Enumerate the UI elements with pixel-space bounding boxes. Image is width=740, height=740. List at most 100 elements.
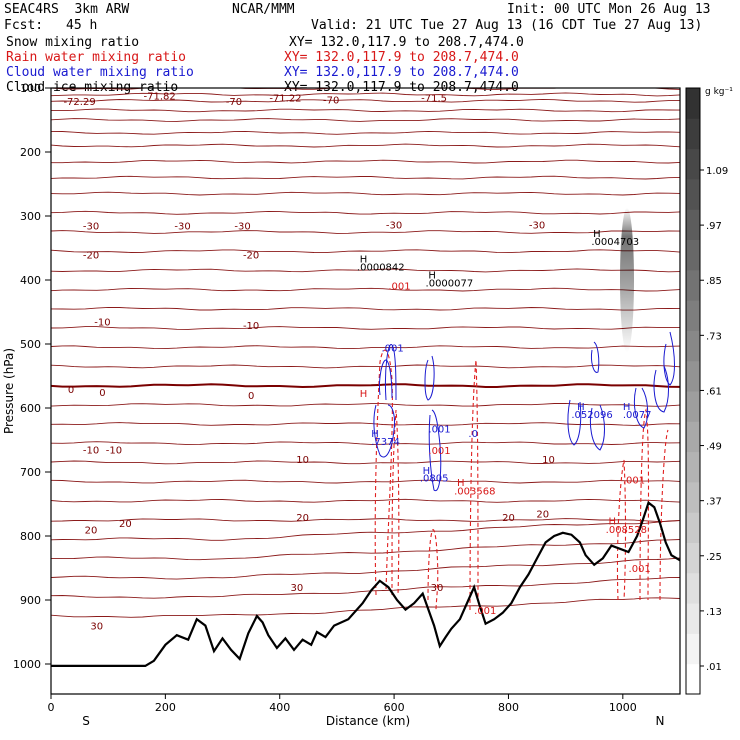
y-tick-label: 800 xyxy=(20,530,41,543)
x-end-label-south: S xyxy=(82,714,90,728)
contour-label: -10 xyxy=(243,321,259,332)
colorbar-swatch xyxy=(686,481,700,513)
field-label: .7374 xyxy=(371,437,400,448)
plot-frame xyxy=(50,87,681,695)
plot-area: -72.29 -71.82 -71.22 -70 -71.5 -70 -30 -30 -30 -3… xyxy=(51,88,680,667)
contour-label: 20 xyxy=(119,519,132,530)
contour-line xyxy=(51,402,680,407)
y-axis-label: Pressure (hPa) xyxy=(2,348,16,434)
contour-label: -71.82 xyxy=(144,92,176,103)
colorbar-swatch xyxy=(686,421,700,453)
x-tick-label: 0 xyxy=(48,701,55,714)
colorbar-swatch xyxy=(686,178,700,210)
colorbar-swatch xyxy=(686,239,700,271)
contour-line xyxy=(51,92,680,97)
contour-label: 30 xyxy=(90,622,103,633)
legend-cloudwater-name: Cloud water mixing ratio xyxy=(6,65,194,80)
field-labels: H.0000842.001H.0000077H.0004703.001HH.73… xyxy=(357,229,652,617)
colorbar-swatch xyxy=(686,360,700,392)
contour-line xyxy=(51,159,680,164)
contour-line xyxy=(51,345,680,350)
init-label: Init: 00 UTC Mon 26 Aug 13 xyxy=(507,2,711,17)
field-label: .001 xyxy=(388,282,410,293)
x-tick-label: 600 xyxy=(384,701,405,714)
y-tick-label: 500 xyxy=(20,338,41,351)
contour-label: 0 xyxy=(68,385,74,396)
x-tick-label: 200 xyxy=(155,701,176,714)
colorbar-tick-label: .97 xyxy=(706,221,722,232)
contour-line xyxy=(51,498,680,503)
colorbar-swatch xyxy=(686,209,700,240)
y-tick-label: 600 xyxy=(20,402,41,415)
field-label: .0805 xyxy=(420,474,449,485)
contour-line xyxy=(51,597,680,618)
colorbar-swatch xyxy=(686,269,700,301)
model-title: SEAC4RS 3km ARW xyxy=(4,2,130,17)
field-label: .0000842 xyxy=(357,262,405,273)
contour-label: -30 xyxy=(83,222,99,233)
contour-line xyxy=(51,249,680,254)
contour-label: -71.22 xyxy=(269,94,301,105)
contour-line xyxy=(51,557,680,580)
field-label: .008528 xyxy=(606,525,647,536)
contour-line xyxy=(51,539,680,561)
contour-line xyxy=(51,287,680,292)
x-tick-label: 1000 xyxy=(609,701,637,714)
legend-snow-xy: XY= 132.0,117.9 to 208.7,474.0 xyxy=(289,35,524,50)
colorbar-tick-label: .49 xyxy=(706,442,722,453)
contour-line xyxy=(51,210,680,215)
field-label: .001 xyxy=(382,344,404,355)
colorbar-swatch xyxy=(686,512,700,543)
colorbar-swatch xyxy=(686,300,700,331)
contour-line xyxy=(51,519,680,541)
legend-rain-name: Rain water mixing ratio xyxy=(6,50,187,65)
contour-line xyxy=(51,268,680,273)
legend-rain-xy: XY= 132.0,117.9 to 208.7,474.0 xyxy=(284,50,519,65)
contour-label: -30 xyxy=(386,220,402,231)
contour-label: -10 xyxy=(83,446,99,457)
y-tick-label: 200 xyxy=(20,146,41,159)
contour-label: -20 xyxy=(243,250,259,261)
colorbar-frame xyxy=(685,87,701,695)
contour-label: 10 xyxy=(296,455,309,466)
y-tick-label: 900 xyxy=(20,594,41,607)
colorbar-swatch xyxy=(686,391,700,422)
contour-line xyxy=(51,108,680,113)
colorbar: .01 .13 .25 .37 .49 .61 .73 .85 .97 1.09 xyxy=(685,87,728,695)
colorbar-swatch xyxy=(686,118,700,150)
field-label: .001 xyxy=(428,424,450,435)
colorbar-swatch xyxy=(686,572,700,604)
contour-label: 20 xyxy=(85,526,98,537)
field-label: .0000077 xyxy=(426,278,474,289)
field-label: .001 xyxy=(623,476,645,487)
cloud-water-contours xyxy=(373,331,675,492)
colorbar-unit: g kg⁻¹ xyxy=(705,87,733,97)
colorbar-swatch xyxy=(686,663,700,695)
x-end-label-north: N xyxy=(656,714,665,728)
contour-label: -70 xyxy=(323,96,339,107)
field-label: H xyxy=(623,402,631,413)
contour-label: -70 xyxy=(226,97,242,108)
contour-line xyxy=(51,422,680,426)
colorbar-swatch xyxy=(686,542,700,574)
colorbar-swatch xyxy=(686,330,700,362)
terrain-line xyxy=(51,500,680,667)
colorbar-swatch xyxy=(686,451,700,483)
field-label: H xyxy=(360,255,368,266)
contour-line xyxy=(51,130,680,135)
field-label: .0077 xyxy=(623,410,652,421)
field-label: H xyxy=(609,516,617,527)
colorbar-tick-label: .13 xyxy=(706,607,722,618)
field-label: .001 xyxy=(629,564,651,575)
contour-label: -72.29 xyxy=(63,97,95,108)
contour-line xyxy=(51,191,680,196)
contour-label: 20 xyxy=(536,510,549,521)
y-tick-label: 1000 xyxy=(13,658,41,671)
field-label: .0 xyxy=(468,429,478,440)
colorbar-tick-label: .61 xyxy=(706,386,722,397)
colorbar-tick-label: 1.09 xyxy=(706,166,728,177)
contour-line xyxy=(51,441,680,446)
x-axis: 0 200 400 600 800 1000 xyxy=(48,694,637,714)
legend-snow-name: Snow mixing ratio xyxy=(6,35,140,50)
x-tick-label: 400 xyxy=(269,701,290,714)
